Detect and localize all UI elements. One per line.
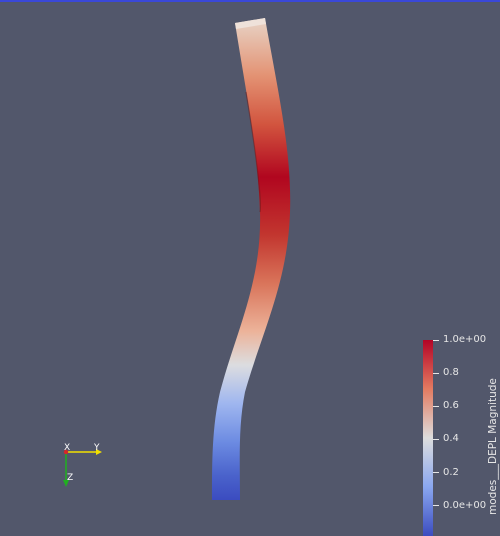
- colorbar-tick-mark: [433, 406, 439, 407]
- y-axis-label: Y: [93, 443, 100, 453]
- colorbar-tick-label: 1.0e+00: [443, 334, 487, 345]
- z-axis-arrow: [63, 480, 69, 487]
- x-axis-dot: [63, 449, 69, 455]
- colorbar-tick-label: 0.0e+00: [443, 500, 487, 511]
- beam-top-face: [235, 18, 266, 29]
- x-axis-label: X: [64, 443, 70, 453]
- colorbar-tick-label: 0.4: [443, 433, 459, 444]
- beam-body: [212, 18, 291, 500]
- colorbar-tick-mark: [433, 472, 439, 473]
- deformed-beam: [212, 18, 291, 500]
- colorbar-tick-label: 0.6: [443, 400, 459, 411]
- colorbar-tick-mark: [433, 373, 439, 374]
- beam-side-shade: [245, 91, 261, 213]
- colorbar-tick-mark: [433, 340, 439, 341]
- colorbar-gradient: [423, 340, 433, 536]
- colorbar-tick-label: 0.2: [443, 467, 459, 478]
- colorbar-tick-label: 0.8: [443, 367, 459, 378]
- colorbar-tick-mark: [433, 505, 439, 506]
- z-axis-label: Z: [67, 473, 73, 483]
- colorbar-tick-mark: [433, 439, 439, 440]
- y-axis-arrow: [96, 449, 102, 455]
- colorbar-title: modes___DEPL Magnitude: [487, 378, 499, 515]
- orientation-axes-widget: X Y Z: [63, 443, 102, 487]
